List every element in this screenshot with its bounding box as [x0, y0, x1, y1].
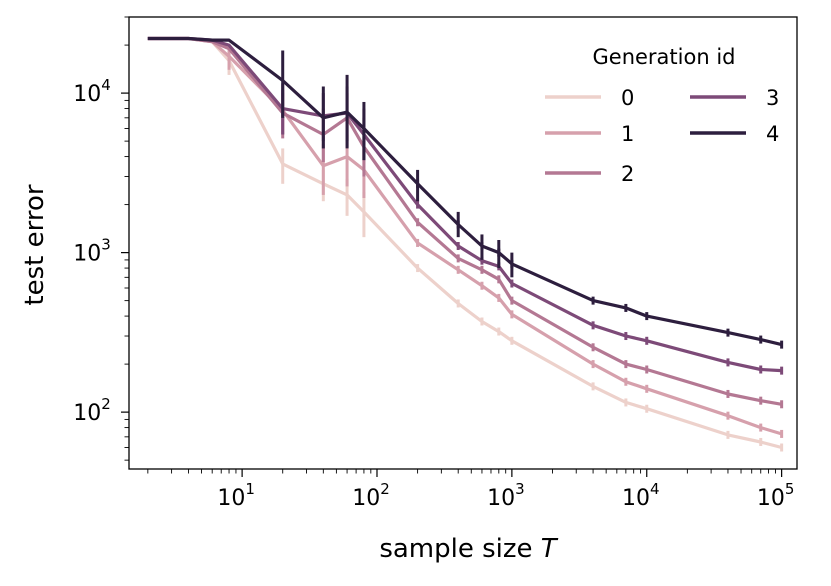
- y-tick-label: 102: [73, 395, 111, 426]
- legend-title: Generation id: [593, 45, 736, 69]
- series-1: [147, 36, 784, 438]
- series-4: [147, 36, 784, 349]
- x-tick-label: 101: [217, 480, 255, 511]
- legend-label: 2: [621, 162, 634, 186]
- series-line-2: [147, 36, 782, 406]
- plot-frame: [128, 16, 798, 470]
- x-tick-label: 105: [757, 480, 795, 511]
- series-line-1: [147, 36, 783, 436]
- y-axis-label: test error: [20, 184, 50, 305]
- legend-item-4: 4: [690, 122, 779, 146]
- x-tick-label: 103: [487, 480, 525, 511]
- x-tick-exp: 2: [380, 480, 390, 498]
- y-tick-exp: 4: [101, 76, 111, 94]
- series-line-0: [147, 36, 783, 450]
- x-axis-label-var: T: [541, 534, 559, 564]
- legend-item-0: 0: [545, 86, 634, 110]
- x-tick-label: 104: [622, 480, 660, 511]
- x-tick-base: 10: [217, 486, 245, 511]
- x-tick-exp: 3: [515, 480, 525, 498]
- y-tick-base: 10: [73, 82, 101, 107]
- y-tick-label: 103: [73, 236, 111, 267]
- legend-item-2: 2: [545, 162, 634, 186]
- y-tick-exp: 3: [101, 236, 111, 254]
- x-tick-label: 102: [352, 480, 390, 511]
- x-tick-exp: 5: [785, 480, 795, 498]
- x-tick-exp: 1: [245, 480, 255, 498]
- x-axis-label: sample size T: [379, 534, 558, 564]
- series-0: [147, 36, 784, 452]
- y-tick-exp: 2: [101, 395, 111, 413]
- x-tick-base: 10: [757, 486, 785, 511]
- plot-area: [147, 36, 784, 452]
- x-tick-base: 10: [622, 486, 650, 511]
- y-tick-base: 10: [73, 242, 101, 267]
- legend-item-1: 1: [545, 122, 634, 146]
- x-axis-label-text: sample size: [379, 534, 532, 564]
- y-tick-base: 10: [73, 401, 101, 426]
- legend-label: 0: [621, 86, 634, 110]
- x-tick-base: 10: [487, 486, 515, 511]
- legend-label: 4: [766, 122, 779, 146]
- y-tick-label: 104: [73, 76, 111, 107]
- legend-label: 1: [621, 122, 634, 146]
- legend-label: 3: [766, 86, 779, 110]
- x-tick-base: 10: [352, 486, 380, 511]
- legend-item-3: 3: [690, 86, 779, 110]
- x-tick-exp: 4: [650, 480, 660, 498]
- legend: Generation id 0 1 2 3 4: [545, 45, 779, 186]
